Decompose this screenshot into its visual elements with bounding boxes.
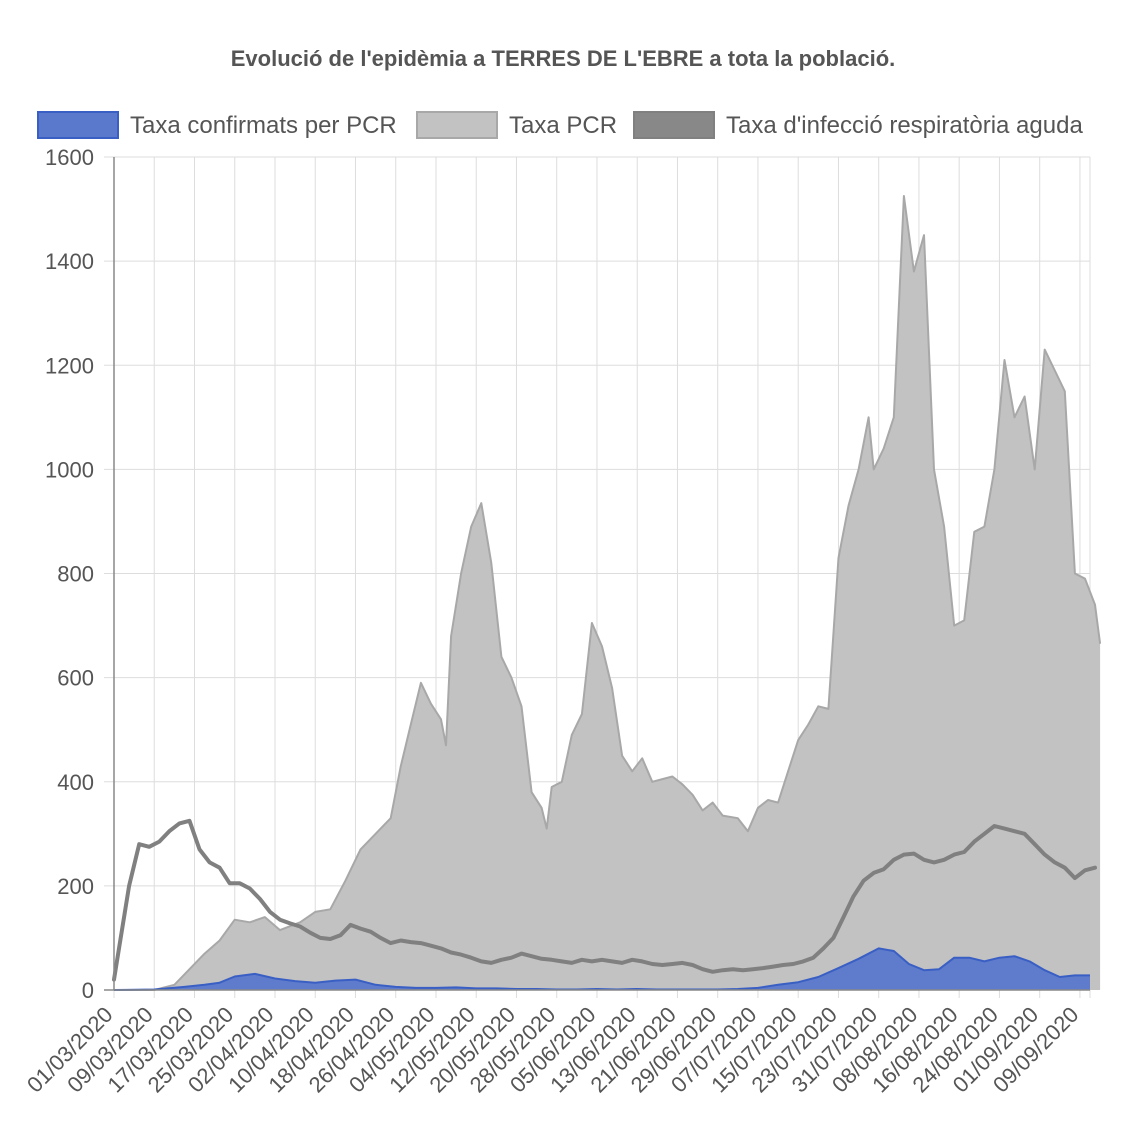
y-tick-label-5: 1000 <box>45 457 94 482</box>
series-area-0 <box>114 948 1090 990</box>
y-tick-label-8: 1600 <box>45 145 94 170</box>
x-axis-ticks: 01/03/202009/03/202017/03/202025/03/2020… <box>22 1002 1083 1098</box>
legend-label-0[interactable]: Taxa confirmats per PCR <box>130 112 397 139</box>
series-layer <box>112 195 1102 991</box>
legend-swatch-1[interactable] <box>416 111 498 139</box>
legend-swatch-2[interactable] <box>633 111 715 139</box>
y-tick-label-7: 1400 <box>45 249 94 274</box>
series-area-1 <box>114 196 1101 990</box>
y-tick-label-3: 600 <box>57 666 94 691</box>
y-tick-label-6: 1200 <box>45 353 94 378</box>
axes <box>104 157 1090 991</box>
chart-title: Evolució de l'epidèmia a TERRES DE L'EBR… <box>231 46 896 71</box>
y-tick-label-0: 0 <box>82 978 94 1003</box>
y-tick-label-2: 400 <box>57 770 94 795</box>
series-line-2 <box>112 818 1097 982</box>
y-axis-ticks: 0 200 400 600 800 1000 1200 1400 1600 <box>45 145 94 1003</box>
legend-swatch-0[interactable] <box>37 111 119 139</box>
legend-label-2[interactable]: Taxa d'infecció respiratòria aguda <box>726 112 1083 139</box>
y-tick-label-1: 200 <box>57 874 94 899</box>
series-outline-1 <box>114 195 1102 991</box>
legend-label-1[interactable]: Taxa PCR <box>509 112 617 139</box>
y-tick-label-4: 800 <box>57 562 94 587</box>
legend[interactable]: Taxa confirmats per PCR Taxa PCR Taxa d'in… <box>37 111 1083 139</box>
